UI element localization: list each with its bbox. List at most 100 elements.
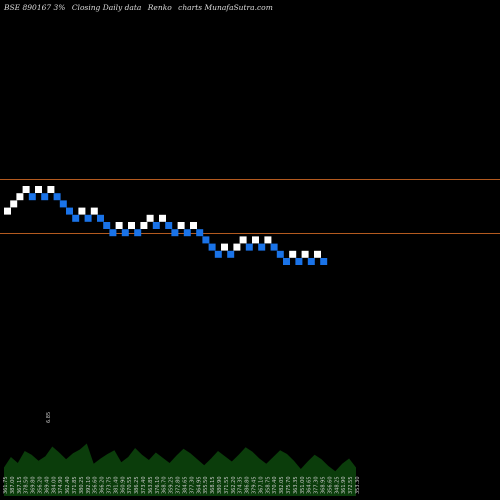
renko-bricks bbox=[4, 186, 328, 265]
down-brick bbox=[84, 214, 92, 222]
up-brick bbox=[22, 186, 30, 193]
volume-label: 371.85 bbox=[72, 477, 78, 495]
volume-label: 382.05 bbox=[279, 477, 285, 495]
down-brick bbox=[41, 193, 49, 201]
volume-label: 370.40 bbox=[272, 477, 278, 495]
down-brick bbox=[295, 258, 303, 265]
volume-label: 372.55 bbox=[348, 477, 354, 495]
down-brick bbox=[227, 250, 235, 258]
up-brick bbox=[252, 236, 259, 244]
up-brick bbox=[10, 200, 18, 208]
volume-label: 364.95 bbox=[196, 477, 202, 495]
volume-label: 392.10 bbox=[86, 477, 92, 495]
volume-label: 380.90 bbox=[217, 477, 223, 495]
up-brick bbox=[115, 222, 123, 229]
volume-label: 364.65 bbox=[307, 477, 313, 495]
down-brick bbox=[134, 229, 142, 237]
series-label: Closing Daily data bbox=[71, 3, 142, 12]
up-brick bbox=[314, 250, 321, 258]
up-brick bbox=[221, 243, 228, 251]
symbol-label: BSE 890167 3% bbox=[4, 3, 66, 12]
down-brick bbox=[283, 258, 290, 265]
volume-label: 384.65 bbox=[183, 477, 189, 495]
volume-label: 372.80 bbox=[176, 477, 182, 495]
volume-label: 377.30 bbox=[189, 477, 195, 495]
volume-area bbox=[4, 443, 356, 496]
volume-label: 378.50 bbox=[24, 477, 30, 495]
down-brick bbox=[103, 222, 111, 229]
up-brick bbox=[47, 186, 55, 193]
volume-label: 362.20 bbox=[231, 477, 237, 495]
volume-label: 373.75 bbox=[107, 477, 113, 495]
volume-label: 384.00 bbox=[51, 477, 57, 495]
down-brick bbox=[258, 243, 266, 251]
up-brick bbox=[35, 186, 42, 193]
volume-label: 368.70 bbox=[162, 477, 168, 495]
down-brick bbox=[196, 229, 204, 237]
volume-label: 367.15 bbox=[17, 477, 23, 495]
up-brick bbox=[128, 222, 135, 229]
down-brick bbox=[171, 229, 179, 237]
down-brick bbox=[183, 229, 191, 237]
volume-label: 375.70 bbox=[286, 477, 292, 495]
volume-label: 369.40 bbox=[44, 477, 50, 495]
volume-label: 369.80 bbox=[31, 477, 37, 495]
volume-label: 361.75 bbox=[3, 477, 9, 495]
down-brick bbox=[307, 258, 315, 265]
volume-fill bbox=[4, 443, 356, 496]
volume-label: 370.55 bbox=[127, 477, 133, 495]
up-brick bbox=[16, 193, 24, 201]
volume-label: 368.15 bbox=[210, 477, 216, 495]
volume-labels: 361.75 387.00 367.15 378.50 369.80 356.20 369.… bbox=[3, 412, 361, 494]
up-brick bbox=[146, 214, 154, 222]
up-brick bbox=[190, 222, 197, 229]
down-brick bbox=[121, 229, 129, 237]
up-brick bbox=[177, 222, 185, 229]
volume-label: 353.30 bbox=[355, 477, 361, 495]
chart-header: BSE 890167 3% Closing Daily data Renko c… bbox=[4, 3, 277, 12]
down-brick bbox=[165, 222, 173, 229]
down-brick bbox=[202, 236, 210, 244]
up-brick bbox=[233, 243, 241, 251]
volume-label: 376.10 bbox=[155, 477, 161, 495]
site-label: charts MunafaSutra.com bbox=[178, 3, 273, 12]
volume-label: 366.20 bbox=[100, 477, 106, 495]
down-brick bbox=[66, 207, 73, 215]
volume-label: 362.40 bbox=[65, 477, 71, 495]
volume-label: 363.35 bbox=[293, 477, 299, 495]
down-brick bbox=[320, 258, 328, 265]
chart-type-label: Renko bbox=[147, 3, 172, 12]
up-brick bbox=[159, 214, 166, 222]
volume-peak-label: 6.85 bbox=[46, 412, 52, 423]
down-brick bbox=[59, 200, 67, 208]
down-brick bbox=[152, 222, 160, 229]
volume-label: 380.25 bbox=[79, 477, 85, 495]
down-brick bbox=[270, 243, 278, 251]
volume-label: 386.80 bbox=[245, 477, 251, 495]
down-brick bbox=[208, 243, 216, 251]
down-brick bbox=[109, 229, 117, 237]
down-brick bbox=[97, 214, 104, 222]
up-brick bbox=[264, 236, 272, 244]
volume-label: 363.85 bbox=[148, 477, 154, 495]
volume-label: 351.00 bbox=[300, 477, 306, 495]
volume-label: 356.20 bbox=[38, 477, 44, 495]
volume-label: 374.35 bbox=[238, 477, 244, 495]
down-brick bbox=[28, 193, 36, 201]
volume-label: 387.00 bbox=[10, 477, 16, 495]
volume-label: 361.90 bbox=[341, 477, 347, 495]
volume-label: 381.40 bbox=[113, 477, 119, 495]
volume-label: 358.75 bbox=[265, 477, 271, 495]
up-brick bbox=[4, 207, 11, 215]
volume-label: 355.50 bbox=[203, 477, 209, 495]
volume-label: 360.90 bbox=[120, 477, 126, 495]
down-brick bbox=[276, 250, 284, 258]
up-brick bbox=[301, 250, 309, 258]
volume-label: 379.45 bbox=[252, 477, 258, 495]
volume-label: 373.40 bbox=[141, 477, 147, 495]
up-brick bbox=[239, 236, 247, 244]
up-brick bbox=[289, 250, 297, 258]
volume-label: 368.95 bbox=[321, 477, 327, 495]
volume-label: 359.25 bbox=[169, 477, 175, 495]
